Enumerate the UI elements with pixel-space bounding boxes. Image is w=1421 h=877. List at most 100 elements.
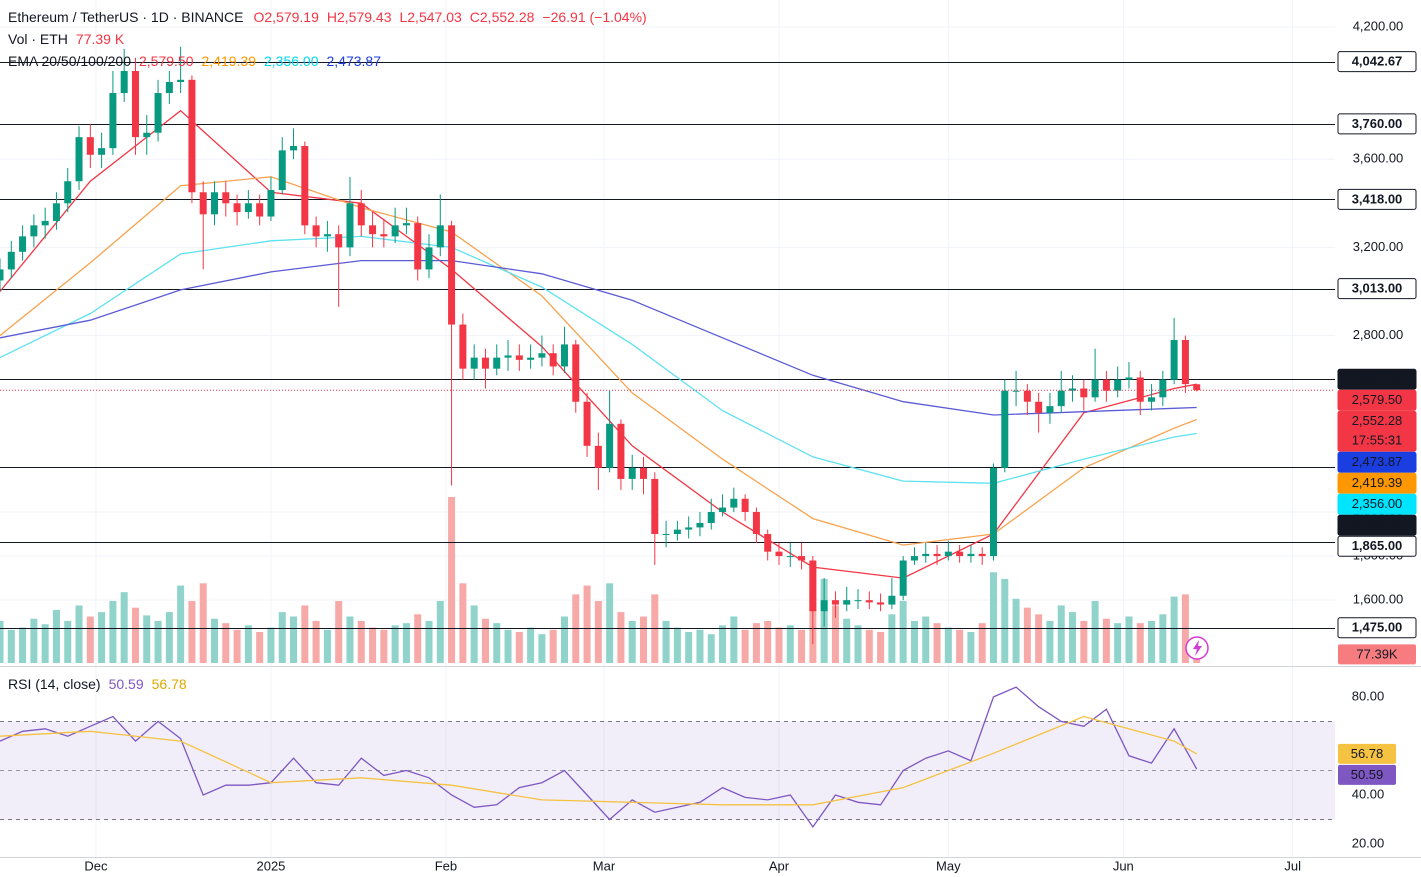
candle-body bbox=[719, 507, 727, 512]
candle-body bbox=[414, 223, 422, 270]
candle-body bbox=[707, 511, 715, 524]
candle-body bbox=[30, 225, 38, 237]
x-tick-label: May bbox=[936, 858, 961, 873]
candle-body bbox=[41, 220, 49, 226]
volume-bar bbox=[256, 632, 264, 663]
candle-body bbox=[809, 560, 817, 612]
ema-line bbox=[0, 109, 1197, 579]
volume-bar bbox=[64, 620, 72, 663]
candle-body bbox=[527, 357, 535, 360]
candle-body bbox=[696, 523, 704, 528]
volume-bar bbox=[944, 627, 952, 663]
candle-body bbox=[391, 225, 399, 237]
candle-body bbox=[606, 423, 614, 468]
candle-body bbox=[854, 600, 862, 602]
volume-bar bbox=[843, 618, 851, 663]
candle-body bbox=[64, 181, 72, 204]
candle-body bbox=[583, 401, 591, 446]
volume-bar bbox=[606, 583, 614, 663]
volume-bar bbox=[369, 627, 377, 663]
volume-bar bbox=[425, 620, 433, 663]
volume-bar bbox=[640, 616, 648, 663]
volume-bar bbox=[52, 609, 60, 663]
y-tick-label: 3,200.00 bbox=[1353, 239, 1404, 254]
volume-bar bbox=[1159, 614, 1167, 663]
candle-body bbox=[1102, 379, 1110, 391]
volume-bar bbox=[211, 618, 219, 663]
ema200-value: 2,473.87 bbox=[327, 53, 382, 69]
price-label: 2,473.87 bbox=[1352, 454, 1403, 469]
candle-body bbox=[256, 203, 264, 217]
volume-bar bbox=[696, 629, 704, 663]
rsi-value-label: 50.59 bbox=[1351, 767, 1384, 782]
volume-bar bbox=[436, 601, 444, 663]
volume-legend-title: Vol · ETH bbox=[8, 31, 68, 47]
candle-body bbox=[323, 234, 331, 237]
candle-body bbox=[989, 467, 997, 557]
candle-body bbox=[764, 534, 772, 552]
candle-body bbox=[301, 145, 309, 226]
volume-bar bbox=[1080, 620, 1088, 663]
candle-body bbox=[312, 225, 320, 237]
candle-body bbox=[651, 478, 659, 535]
x-tick-label: Jul bbox=[1284, 858, 1301, 873]
x-tick-label: Dec bbox=[84, 858, 108, 873]
candle-body bbox=[1159, 379, 1167, 398]
candle-body bbox=[786, 556, 794, 558]
ohlc-open: O2,579.19 bbox=[253, 9, 319, 25]
volume-bar bbox=[335, 601, 343, 663]
volume-bar bbox=[244, 625, 252, 663]
rsi-line bbox=[0, 686, 1198, 829]
rsi-value-box bbox=[1338, 743, 1396, 764]
candle-body bbox=[741, 498, 749, 512]
candle-body bbox=[1035, 401, 1043, 413]
price-label: 1,475.00 bbox=[1352, 620, 1403, 635]
x-tick-label: Mar bbox=[593, 858, 616, 873]
candle-body bbox=[448, 225, 456, 325]
x-tick-label: Apr bbox=[769, 858, 790, 873]
candle-body bbox=[1080, 388, 1088, 398]
volume-bar bbox=[357, 620, 365, 663]
candle-body bbox=[290, 145, 298, 151]
rsi-legend: RSI (14, close) 50.59 56.78 bbox=[8, 676, 187, 692]
candle-body bbox=[1046, 406, 1054, 413]
candle-body bbox=[120, 70, 128, 94]
volume-bar bbox=[41, 624, 49, 663]
candle-body bbox=[1091, 379, 1099, 398]
volume-bar bbox=[910, 620, 918, 663]
volume-bar bbox=[380, 629, 388, 663]
candle-body bbox=[493, 357, 501, 369]
price-label-box bbox=[1337, 368, 1417, 390]
candle-body bbox=[233, 203, 241, 213]
volume-bar bbox=[922, 616, 930, 663]
candle-body bbox=[0, 269, 4, 281]
volume-bar bbox=[730, 616, 738, 663]
volume-bar bbox=[199, 583, 207, 663]
volume-bar bbox=[877, 632, 885, 663]
candle-body bbox=[685, 527, 693, 530]
price-label-box bbox=[1337, 514, 1417, 536]
volume-bar bbox=[267, 627, 275, 663]
price-label-box bbox=[1337, 451, 1417, 473]
candle-body bbox=[617, 423, 625, 479]
volume-bar bbox=[719, 625, 727, 663]
candle-body bbox=[1114, 379, 1122, 391]
volume-bar bbox=[899, 601, 907, 663]
price-label-box bbox=[1337, 113, 1417, 135]
alert-icon-bolt[interactable] bbox=[1193, 640, 1202, 656]
alert-icon[interactable] bbox=[1185, 636, 1209, 660]
candle-body bbox=[75, 137, 83, 182]
candle-body bbox=[673, 529, 681, 535]
volume-bar bbox=[86, 616, 94, 663]
volume-bar bbox=[290, 616, 298, 663]
rsi-value-box bbox=[1338, 764, 1396, 785]
volume-bar bbox=[628, 620, 636, 663]
volume-label: 77.39K bbox=[1356, 646, 1398, 661]
candle-body bbox=[278, 150, 286, 191]
volume-bar bbox=[481, 618, 489, 663]
candle-body bbox=[730, 498, 738, 508]
x-tick-label: Feb bbox=[435, 858, 457, 873]
ema-legend-title: EMA 20/50/100/200 bbox=[8, 53, 131, 69]
